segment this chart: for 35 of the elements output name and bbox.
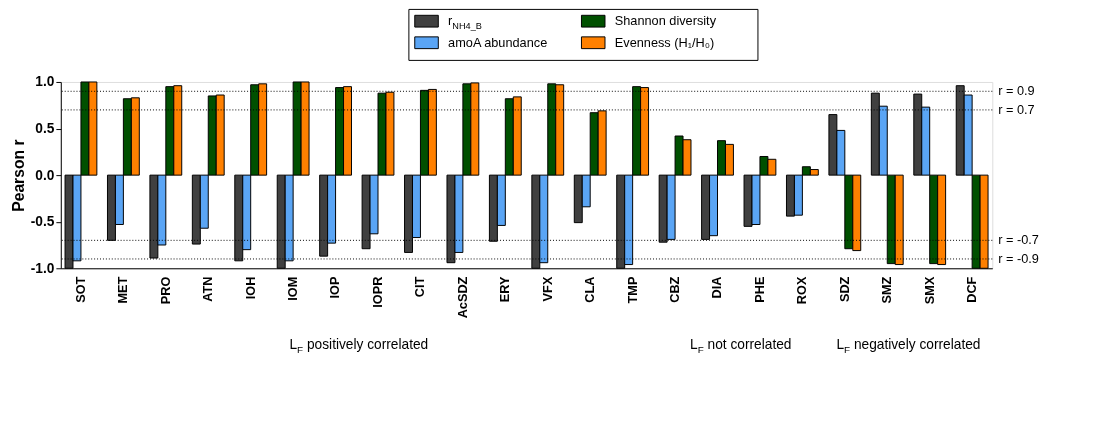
x-tick-label: IOH bbox=[242, 276, 258, 300]
x-tick-label: ATN bbox=[200, 276, 216, 302]
y-tick-label: 0.0 bbox=[35, 167, 55, 183]
ref-line-label: r = 0.7 bbox=[998, 101, 1035, 117]
x-tick-label: TMP bbox=[624, 276, 640, 304]
x-tick-label: ERY bbox=[497, 276, 513, 303]
x-tick-label: IOP bbox=[327, 276, 343, 299]
x-tick-label: SMX bbox=[921, 276, 937, 305]
x-tick-label: PHE bbox=[751, 276, 767, 303]
x-tick-label: SMZ bbox=[879, 276, 895, 304]
x-tick-label: CLA bbox=[582, 276, 598, 303]
x-tick-label: DCF bbox=[964, 276, 980, 303]
y-tick-label: -1.0 bbox=[30, 260, 55, 276]
x-tick-label: CBZ bbox=[667, 276, 682, 303]
y-tick-label: 1.0 bbox=[35, 74, 55, 90]
y-tick-label: -0.5 bbox=[30, 214, 55, 230]
x-tick-label: DIA bbox=[709, 276, 725, 299]
legend-label: Evenness (H₁/H₀) bbox=[614, 34, 715, 50]
x-tick-label: MET bbox=[115, 276, 131, 304]
y-tick-label: 0.5 bbox=[35, 120, 55, 136]
ref-line-label: r = 0.9 bbox=[998, 83, 1035, 99]
x-tick-label: PRO bbox=[157, 276, 173, 305]
x-tick-label: CIT bbox=[412, 276, 428, 298]
legend-label: Shannon diversity bbox=[614, 13, 717, 29]
x-tick-label: AcSDZ bbox=[454, 276, 470, 319]
x-tick-label: SOT bbox=[72, 276, 88, 303]
ref-line-label: r = -0.9 bbox=[998, 250, 1039, 266]
y-axis-title: Pearson r bbox=[9, 139, 27, 212]
x-tick-label: SDZ bbox=[836, 276, 852, 303]
ref-line-label: r = -0.7 bbox=[998, 232, 1039, 248]
x-tick-label: VFX bbox=[539, 276, 555, 302]
x-tick-label: IOPR bbox=[369, 276, 385, 308]
x-tick-label: IOM bbox=[285, 276, 301, 301]
x-tick-label: ROX bbox=[794, 276, 810, 305]
legend-label: amoA abundance bbox=[448, 34, 548, 50]
